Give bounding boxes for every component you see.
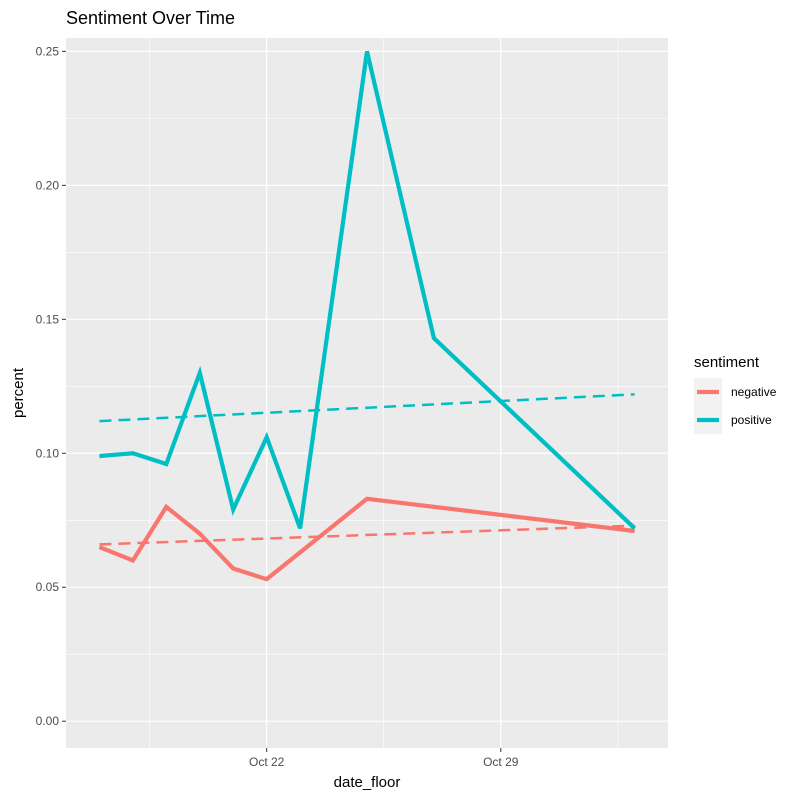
legend-title: sentiment bbox=[694, 354, 760, 371]
legend-label-positive: positive bbox=[731, 413, 772, 427]
y-tick-label: 0.00 bbox=[36, 714, 60, 728]
minor-gridlines bbox=[66, 38, 668, 748]
trend-line-negative bbox=[99, 524, 635, 546]
series-line-positive bbox=[99, 50, 637, 530]
series-lines bbox=[98, 50, 637, 582]
y-tick-label: 0.20 bbox=[36, 178, 60, 192]
x-axis-ticks: Oct 22 Oct 29 bbox=[249, 748, 519, 769]
y-tick-label: 0.25 bbox=[36, 44, 60, 58]
y-tick-label: 0.05 bbox=[36, 580, 60, 594]
legend: sentiment negative positive bbox=[694, 354, 777, 434]
x-tick-label: Oct 29 bbox=[483, 755, 519, 769]
chart-title: Sentiment Over Time bbox=[66, 8, 235, 28]
y-tick-label: 0.15 bbox=[36, 312, 60, 326]
plot-panel bbox=[66, 38, 668, 748]
trend-line-positive bbox=[99, 393, 635, 423]
y-tick-label: 0.10 bbox=[36, 446, 60, 460]
x-tick-label: Oct 22 bbox=[249, 755, 285, 769]
trend-lines bbox=[99, 393, 635, 546]
y-axis-title: percent bbox=[10, 367, 27, 418]
legend-label-negative: negative bbox=[731, 385, 777, 399]
y-axis-ticks: 0.00 0.05 0.10 0.15 0.20 0.25 bbox=[36, 44, 66, 728]
x-axis-title: date_floor bbox=[334, 774, 401, 791]
series-line-negative bbox=[98, 496, 635, 582]
